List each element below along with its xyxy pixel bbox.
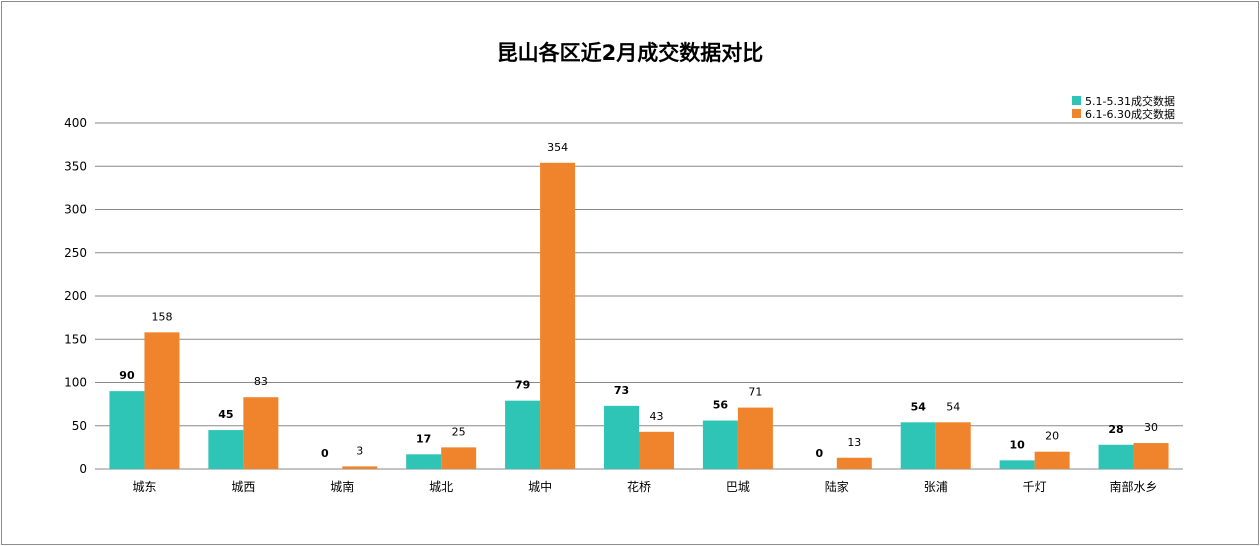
legend-swatch [1072, 96, 1081, 105]
data-label: 79 [515, 379, 530, 392]
y-tick-label: 100 [64, 376, 87, 390]
bar-june [1034, 451, 1070, 469]
data-label: 0 [321, 447, 329, 460]
bar-may [999, 460, 1035, 469]
bar-may [208, 430, 244, 469]
legend-label: 6.1-6.30成交数据 [1085, 107, 1175, 121]
bar-june [639, 431, 674, 469]
data-label: 90 [119, 369, 135, 382]
y-tick-label: 350 [64, 159, 87, 173]
data-label: 10 [1009, 438, 1025, 451]
bar-may [604, 405, 639, 469]
bar-june [342, 466, 378, 469]
data-label: 30 [1144, 421, 1158, 434]
data-label: 13 [847, 436, 861, 449]
x-category-label: 城南 [330, 479, 354, 494]
data-label: 45 [218, 408, 233, 421]
data-label: 3 [356, 444, 363, 457]
data-label: 43 [650, 410, 664, 423]
data-label: 354 [547, 141, 568, 154]
bar-may [1098, 444, 1134, 469]
bar-june [1133, 443, 1169, 469]
x-axis-categories: 城东 城西 城南 城北 城中 花桥 巴城 陆家 张浦 千灯 南部水乡 [132, 479, 1157, 494]
bars [109, 162, 1169, 470]
y-axis-ticks: 0 50 100 150 200 250 300 350 400 [64, 116, 87, 476]
legend-label: 5.1-5.31成交数据 [1085, 94, 1175, 108]
data-label: 17 [416, 432, 431, 445]
chart-title: 昆山各区近2月成交数据对比 [497, 41, 764, 65]
data-label: 0 [815, 447, 823, 460]
legend-swatch [1072, 109, 1081, 118]
bar-june [540, 162, 576, 470]
data-label: 71 [748, 386, 762, 399]
bar-may [900, 422, 936, 469]
data-label: 83 [254, 375, 268, 388]
data-label: 25 [452, 425, 466, 438]
y-tick-label: 300 [64, 203, 87, 217]
bar-june [144, 332, 180, 469]
data-label: 54 [946, 400, 960, 413]
x-category-label: 城北 [429, 480, 453, 494]
x-category-label: 城东 [132, 480, 156, 494]
bar-june [935, 422, 971, 469]
data-labels: 90 158 45 83 0 3 17 25 79 354 73 43 56 71 0 13 54 54 10 20 2… [119, 141, 1158, 460]
x-category-label: 花桥 [627, 479, 651, 494]
x-category-label: 张浦 [924, 480, 948, 494]
x-category-label: 城中 [528, 479, 552, 494]
x-category-label: 千灯 [1023, 480, 1047, 494]
y-tick-label: 50 [72, 419, 87, 433]
x-category-label: 陆家 [825, 479, 849, 494]
y-tick-label: 400 [64, 116, 87, 130]
data-label: 56 [713, 399, 729, 412]
y-tick-label: 0 [79, 462, 87, 476]
bar-june [836, 457, 872, 469]
bar-may [702, 420, 738, 469]
x-category-label: 城西 [231, 480, 255, 494]
y-tick-label: 250 [64, 246, 87, 260]
x-category-label: 巴城 [726, 480, 750, 494]
data-label: 20 [1045, 430, 1059, 443]
data-label: 28 [1108, 423, 1123, 436]
bar-may [505, 400, 541, 469]
x-category-label: 南部水乡 [1110, 479, 1158, 494]
y-tick-label: 150 [64, 332, 87, 346]
data-label: 73 [614, 384, 629, 397]
bar-may [406, 454, 442, 469]
bar-june [737, 407, 773, 469]
bar-june [243, 397, 279, 469]
bar-may [109, 391, 145, 469]
data-label: 54 [911, 400, 927, 413]
bar-june [441, 447, 477, 469]
y-tick-label: 200 [64, 289, 87, 303]
data-label: 158 [151, 310, 172, 323]
